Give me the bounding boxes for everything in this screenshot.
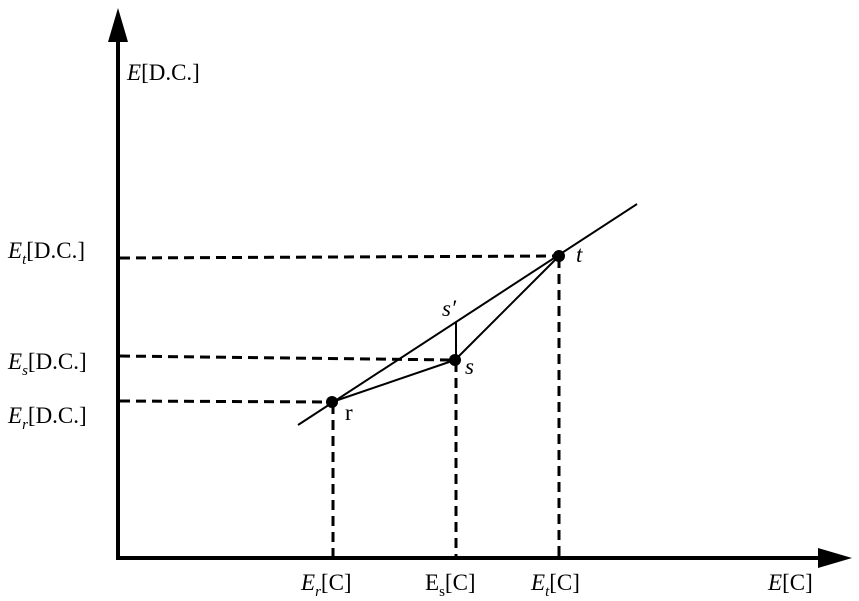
x-label-t: Et[C] — [530, 570, 580, 600]
label-point-r: r — [345, 400, 353, 425]
label-point-s-prime: s′ — [442, 296, 457, 321]
label-point-t: t — [576, 242, 583, 267]
guide-horizontal-r — [119, 399, 333, 404]
x-label-r: Er[C] — [300, 570, 352, 600]
point-r — [326, 396, 338, 408]
y-label-r: Er[D.C.] — [7, 403, 87, 433]
segment-s-t — [454, 255, 560, 361]
x-axis-arrowhead — [818, 548, 852, 568]
segment-r-s — [331, 359, 456, 403]
point-t — [553, 250, 565, 262]
label-point-s: s — [465, 354, 474, 379]
long-line — [297, 203, 638, 426]
point-s — [449, 354, 461, 366]
x-axis-title: E[C] — [767, 570, 813, 595]
y-label-t: Et[D.C.] — [7, 238, 85, 268]
y-axis-title: E[D.C.] — [126, 60, 200, 85]
x-label-s: Es[C] — [425, 570, 476, 600]
y-label-s: Es[D.C.] — [7, 349, 87, 379]
guide-horizontal-t — [119, 254, 559, 260]
y-axis-arrowhead — [108, 8, 128, 42]
